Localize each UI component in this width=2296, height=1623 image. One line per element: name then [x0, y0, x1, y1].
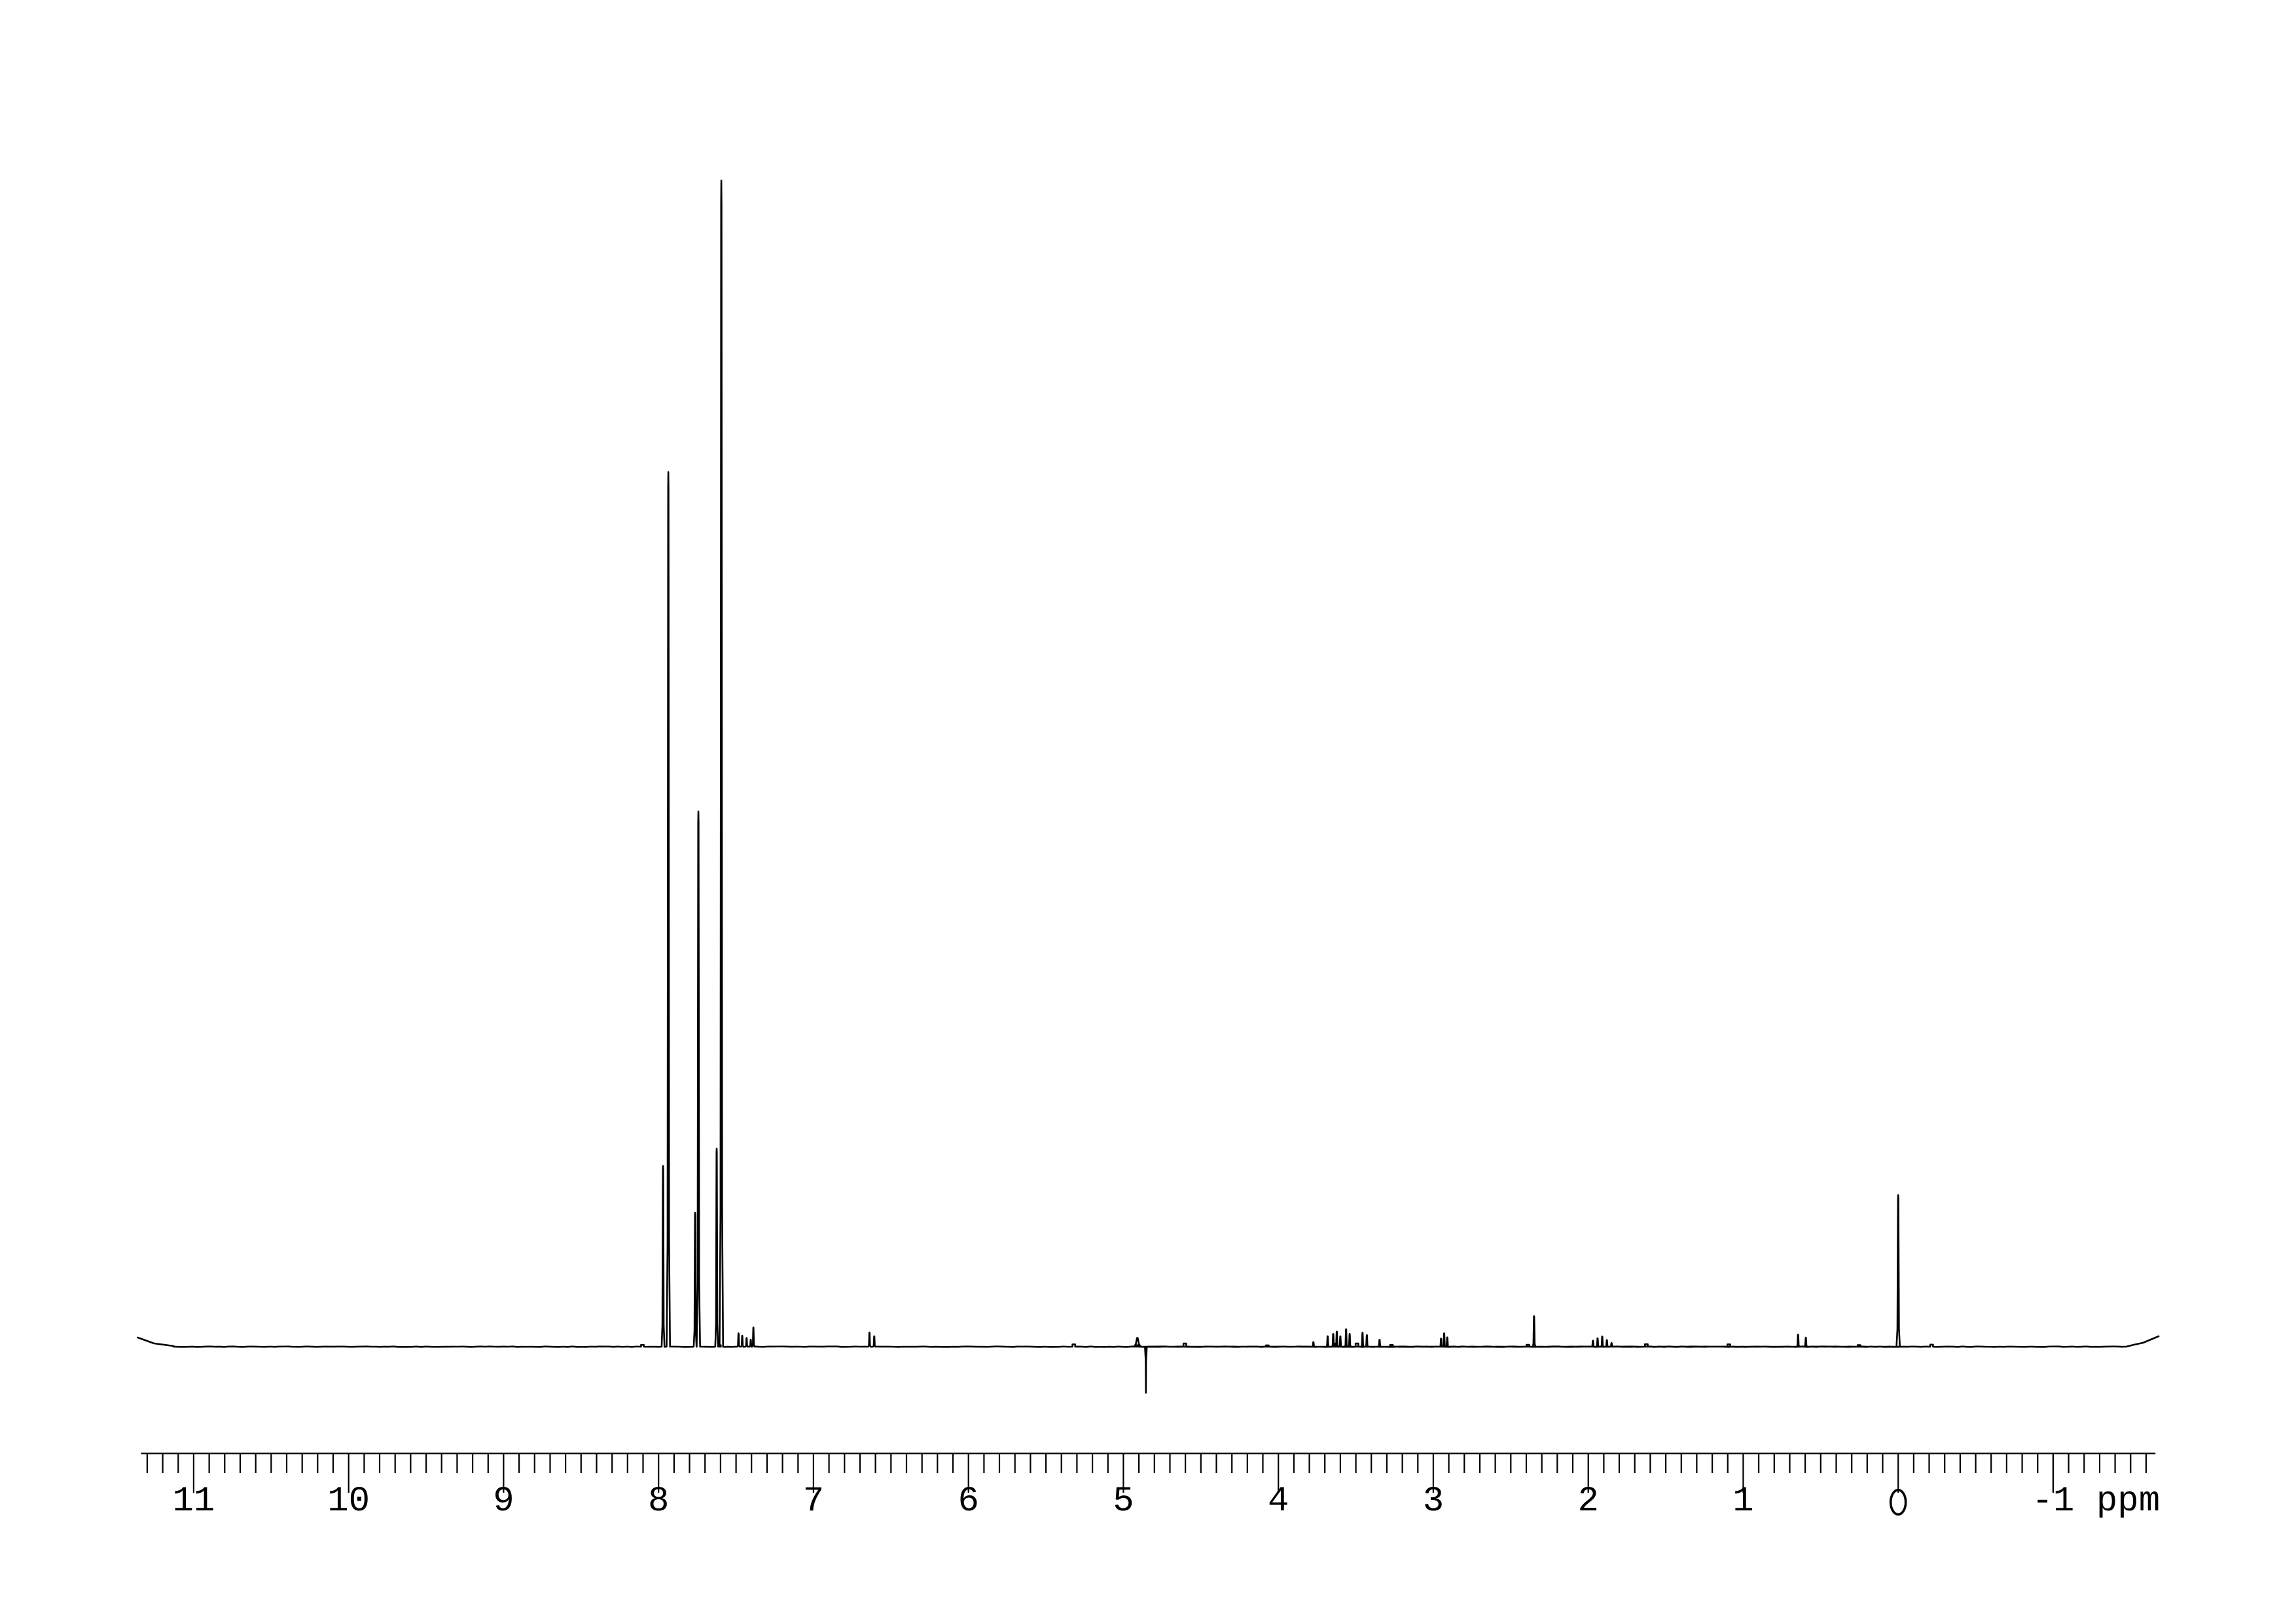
svg-text:6: 6: [958, 1482, 978, 1522]
svg-text:ppm: ppm: [2096, 1482, 2160, 1522]
svg-text:7: 7: [803, 1482, 824, 1522]
svg-text:2: 2: [1577, 1482, 1598, 1522]
svg-text:-1: -1: [2032, 1482, 2074, 1522]
svg-text:5: 5: [1113, 1482, 1134, 1522]
svg-text:8: 8: [648, 1482, 669, 1522]
svg-text:1: 1: [1732, 1482, 1753, 1522]
svg-text:3: 3: [1423, 1482, 1444, 1522]
svg-text:11: 11: [172, 1482, 215, 1522]
svg-text:4: 4: [1268, 1482, 1289, 1522]
svg-text:10: 10: [327, 1482, 370, 1522]
svg-text:9: 9: [493, 1482, 514, 1522]
